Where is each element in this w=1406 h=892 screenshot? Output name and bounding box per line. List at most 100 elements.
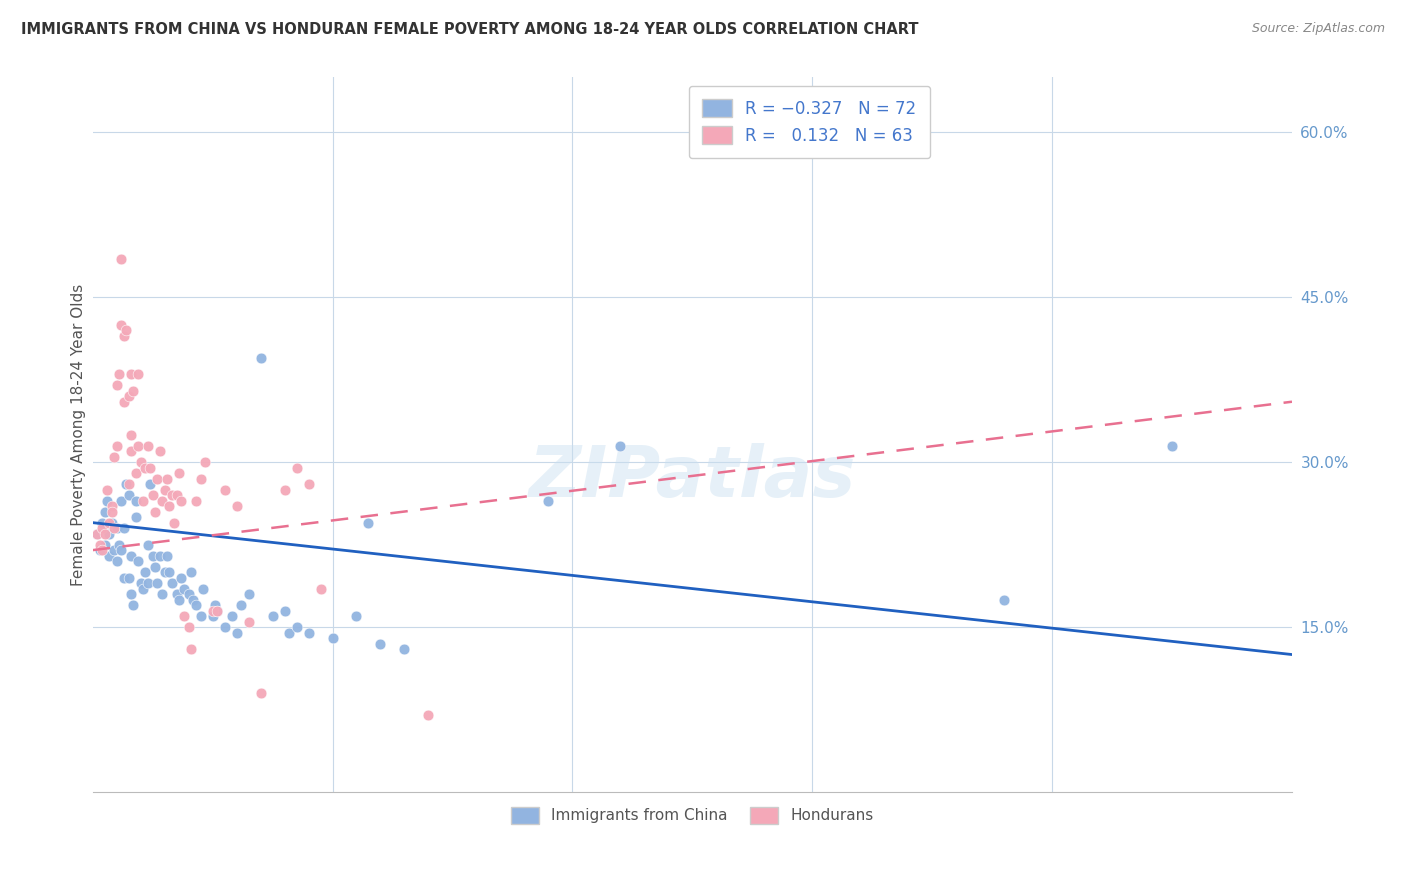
Point bbox=[91, 521, 114, 535]
Point bbox=[132, 493, 155, 508]
Point bbox=[91, 543, 114, 558]
Point bbox=[190, 609, 212, 624]
Point bbox=[194, 455, 217, 469]
Point bbox=[112, 571, 135, 585]
Point bbox=[101, 499, 124, 513]
Point bbox=[249, 686, 271, 700]
Point bbox=[238, 587, 260, 601]
Point bbox=[191, 582, 214, 596]
Point bbox=[214, 483, 236, 497]
Point bbox=[321, 631, 343, 645]
Point bbox=[156, 549, 179, 563]
Point bbox=[142, 488, 165, 502]
Point bbox=[297, 477, 319, 491]
Point bbox=[204, 598, 226, 612]
Point bbox=[122, 598, 145, 612]
Point bbox=[91, 516, 114, 530]
Point bbox=[201, 604, 224, 618]
Point bbox=[117, 477, 139, 491]
Point bbox=[231, 598, 253, 612]
Point bbox=[108, 368, 131, 382]
Point bbox=[139, 460, 162, 475]
Legend: Immigrants from China, Hondurans: Immigrants from China, Hondurans bbox=[501, 797, 884, 834]
Point bbox=[150, 587, 173, 601]
Point bbox=[149, 549, 172, 563]
Point bbox=[89, 543, 111, 558]
Point bbox=[98, 516, 121, 530]
Point bbox=[157, 499, 180, 513]
Point bbox=[136, 439, 159, 453]
Point bbox=[112, 521, 135, 535]
Point bbox=[105, 554, 128, 568]
Point bbox=[160, 576, 183, 591]
Point bbox=[127, 439, 149, 453]
Point bbox=[993, 592, 1015, 607]
Point bbox=[108, 538, 131, 552]
Point bbox=[150, 493, 173, 508]
Point bbox=[170, 493, 193, 508]
Point bbox=[120, 368, 142, 382]
Point bbox=[86, 526, 108, 541]
Point bbox=[96, 483, 118, 497]
Point bbox=[115, 323, 138, 337]
Point bbox=[153, 565, 176, 579]
Point bbox=[142, 549, 165, 563]
Point bbox=[132, 582, 155, 596]
Point bbox=[110, 318, 132, 332]
Point bbox=[103, 521, 125, 535]
Point bbox=[357, 516, 380, 530]
Point bbox=[110, 493, 132, 508]
Point bbox=[609, 439, 631, 453]
Point bbox=[120, 549, 142, 563]
Point bbox=[139, 477, 162, 491]
Point bbox=[127, 554, 149, 568]
Point bbox=[93, 505, 115, 519]
Point bbox=[105, 521, 128, 535]
Point bbox=[201, 609, 224, 624]
Point bbox=[117, 389, 139, 403]
Point bbox=[146, 576, 169, 591]
Point bbox=[96, 493, 118, 508]
Point bbox=[177, 620, 200, 634]
Point bbox=[143, 559, 166, 574]
Point bbox=[173, 609, 195, 624]
Point bbox=[125, 510, 148, 524]
Point bbox=[167, 466, 190, 480]
Point bbox=[136, 538, 159, 552]
Point bbox=[177, 587, 200, 601]
Point bbox=[346, 609, 368, 624]
Point bbox=[122, 384, 145, 398]
Point bbox=[273, 483, 295, 497]
Point bbox=[273, 604, 295, 618]
Point bbox=[98, 526, 121, 541]
Point bbox=[1161, 439, 1184, 453]
Point bbox=[207, 604, 229, 618]
Point bbox=[125, 493, 148, 508]
Text: Source: ZipAtlas.com: Source: ZipAtlas.com bbox=[1251, 22, 1385, 36]
Point bbox=[262, 609, 284, 624]
Point bbox=[225, 625, 247, 640]
Point bbox=[112, 328, 135, 343]
Point bbox=[110, 543, 132, 558]
Point bbox=[98, 549, 121, 563]
Point bbox=[160, 488, 183, 502]
Point bbox=[86, 526, 108, 541]
Point bbox=[170, 571, 193, 585]
Point bbox=[129, 455, 152, 469]
Point bbox=[89, 538, 111, 552]
Point bbox=[153, 483, 176, 497]
Point bbox=[105, 378, 128, 392]
Point bbox=[103, 543, 125, 558]
Point bbox=[180, 642, 202, 657]
Point bbox=[184, 493, 207, 508]
Point bbox=[110, 252, 132, 266]
Point bbox=[93, 538, 115, 552]
Point bbox=[149, 444, 172, 458]
Point bbox=[125, 466, 148, 480]
Point bbox=[120, 444, 142, 458]
Point bbox=[249, 351, 271, 365]
Text: IMMIGRANTS FROM CHINA VS HONDURAN FEMALE POVERTY AMONG 18-24 YEAR OLDS CORRELATI: IMMIGRANTS FROM CHINA VS HONDURAN FEMALE… bbox=[21, 22, 918, 37]
Point bbox=[117, 488, 139, 502]
Point bbox=[173, 582, 195, 596]
Point bbox=[285, 460, 308, 475]
